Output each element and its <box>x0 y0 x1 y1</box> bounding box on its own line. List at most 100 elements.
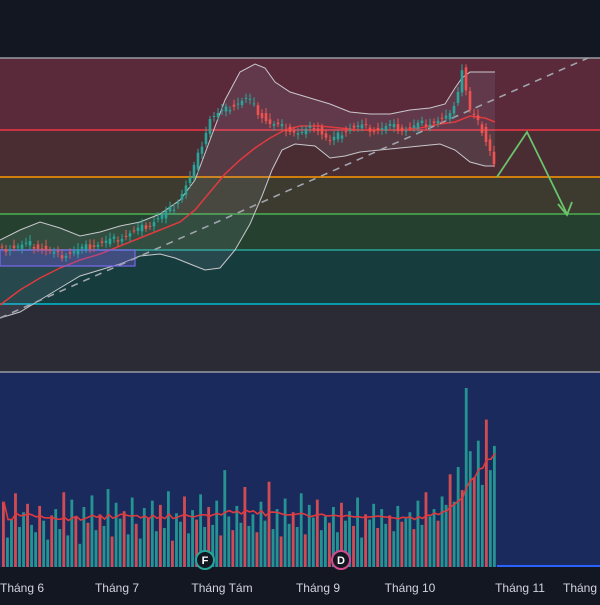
candle-body <box>460 70 464 93</box>
candle-body <box>32 247 36 249</box>
volume-bar <box>130 497 134 567</box>
candle-body <box>444 115 448 119</box>
price-zone-bottom <box>0 304 600 372</box>
candle-body <box>384 126 388 132</box>
volume-bar <box>175 513 178 567</box>
candle-body <box>332 136 336 141</box>
volume-bar <box>291 512 295 567</box>
volume-bar <box>311 517 315 567</box>
candle-body <box>0 246 4 248</box>
volume-bar <box>154 531 158 567</box>
candle-body <box>72 251 76 254</box>
top-blank-area <box>0 0 600 58</box>
volume-bar <box>444 504 448 567</box>
candle-body <box>20 244 24 249</box>
candle-body <box>56 251 60 253</box>
candle-body <box>308 125 312 128</box>
volume-bar <box>464 388 468 567</box>
candle-body <box>252 103 256 105</box>
event-marker-circle <box>331 550 351 570</box>
volume-bar <box>352 525 355 567</box>
volume-bar <box>110 536 114 567</box>
volume-bar <box>223 470 227 567</box>
volume-bar <box>235 505 239 567</box>
candle-body <box>404 130 408 132</box>
volume-bar <box>323 516 327 567</box>
volume-bar <box>90 495 94 567</box>
candle-body <box>304 128 308 135</box>
volume-bar <box>448 474 452 567</box>
volume-moving-average <box>3 453 496 522</box>
volume-bar <box>78 543 82 567</box>
event-marker-f: F <box>195 550 215 570</box>
price-zone-0 <box>0 58 600 130</box>
candle-body <box>372 131 376 133</box>
x-tick-label: Tháng 9 <box>296 581 340 595</box>
volume-bar <box>243 486 247 567</box>
volume-bar <box>456 466 460 567</box>
volume-bar <box>424 492 428 567</box>
event-marker-circle <box>195 550 215 570</box>
volume-bar <box>187 533 190 567</box>
candle-body <box>144 225 148 229</box>
bollinger-basis <box>0 115 496 306</box>
volume-bar <box>299 493 303 567</box>
candle-body <box>328 140 332 142</box>
candle-body <box>152 222 156 227</box>
x-tick-label: Tháng 7 <box>95 581 139 595</box>
candle-body <box>360 124 364 129</box>
volume-bar <box>420 524 424 567</box>
volume-bar <box>191 510 194 567</box>
volume-bar <box>384 523 388 567</box>
candle-body <box>96 244 100 247</box>
volume-bar <box>412 529 416 567</box>
candle-body <box>52 251 56 254</box>
volume-bar <box>275 509 279 567</box>
volume-bar <box>376 528 380 567</box>
volume-bar <box>102 525 106 567</box>
candle-body <box>76 249 80 255</box>
volume-bar <box>22 512 25 567</box>
volume-bar <box>74 516 78 567</box>
volume-bar <box>10 519 13 567</box>
volume-bar <box>460 490 464 567</box>
candle-body <box>396 124 400 132</box>
candle-body <box>464 67 468 91</box>
candle-body <box>120 239 124 242</box>
volume-bar <box>404 518 408 567</box>
candle-body <box>264 113 268 121</box>
candle-body <box>64 256 68 258</box>
candle-body <box>160 214 164 219</box>
volume-bar <box>167 491 170 567</box>
candle-body <box>316 128 320 132</box>
x-tick-label: Tháng 6 <box>0 581 44 595</box>
volume-bar <box>432 509 436 567</box>
volume-bar <box>344 520 347 567</box>
volume-bar <box>183 496 186 567</box>
volume-bar <box>488 470 492 567</box>
candle-body <box>280 124 284 127</box>
candle-body <box>296 133 300 135</box>
candles <box>0 64 496 262</box>
trendline <box>0 57 589 319</box>
candle-body <box>484 127 488 142</box>
volume-bar <box>255 532 259 567</box>
price-zone-4 <box>0 250 600 304</box>
volume-bar <box>42 520 46 567</box>
candle-body <box>432 121 436 124</box>
volume-bar <box>380 509 384 567</box>
candle-body <box>292 130 296 133</box>
candle-body <box>204 132 208 145</box>
x-tick-label: Tháng Tám <box>191 581 252 595</box>
candle-body <box>128 233 132 237</box>
candle-body <box>216 113 220 118</box>
volume-bar <box>468 451 472 567</box>
bollinger-lower-band <box>0 143 495 319</box>
x-tick-label: Tháng <box>563 581 597 595</box>
volume-bar <box>283 498 287 567</box>
volume-bar <box>195 519 198 567</box>
volume-bar <box>26 503 29 567</box>
volume-bar <box>307 504 311 567</box>
candle-body <box>248 98 252 100</box>
volume-bar <box>98 514 102 567</box>
